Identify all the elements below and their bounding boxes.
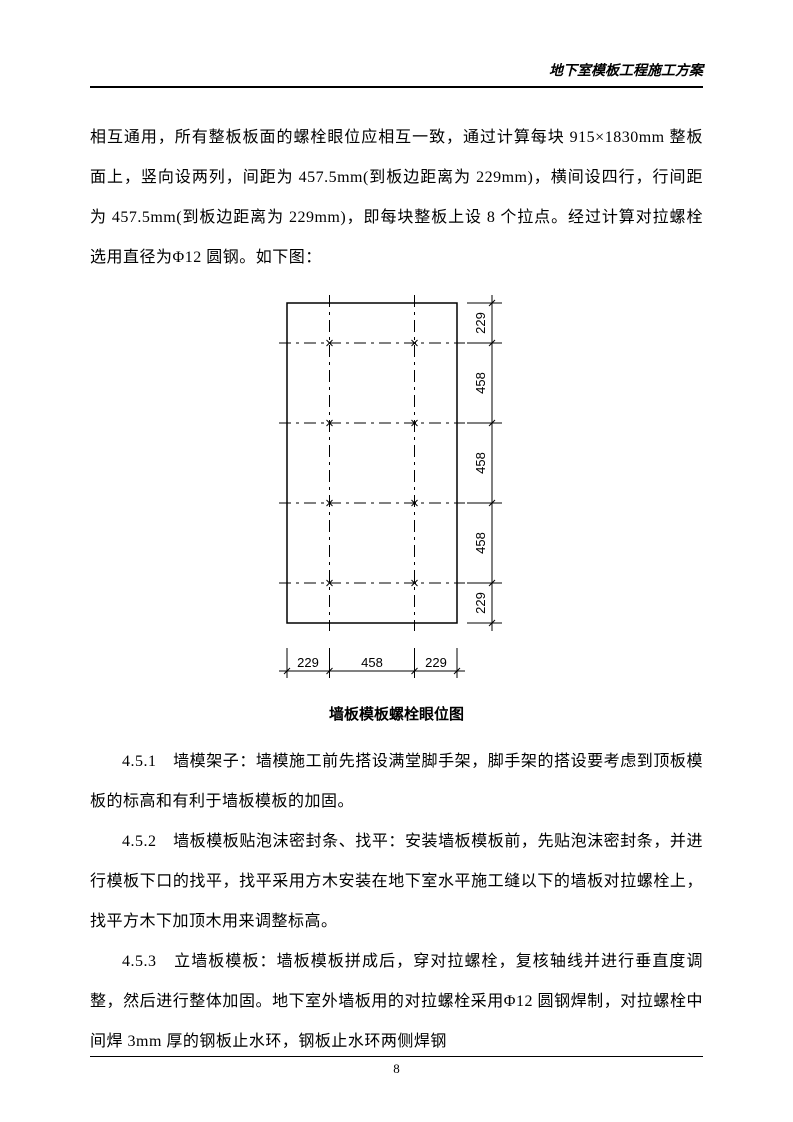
section-452-text: 墙板模板贴泡沫密封条、找平：安装墙板模板前，先贴泡沫密封条，并进行模板下口的找平… <box>90 833 703 930</box>
dim-v5: 229 <box>473 592 488 614</box>
section-num-451: 4.5.1 <box>90 742 157 782</box>
section-453: 4.5.3 立墙板模板：墙板模板拼成后，穿对拉螺栓，复核轴线并进行垂直度调整，然… <box>90 942 703 1062</box>
dim-h3: 229 <box>425 655 447 670</box>
dim-h2: 458 <box>361 655 383 670</box>
page-header: 地下室模板工程施工方案 <box>90 60 703 88</box>
dim-h1: 229 <box>297 655 319 670</box>
dim-v3: 458 <box>473 452 488 474</box>
section-num-453: 4.5.3 <box>90 942 157 982</box>
header-title: 地下室模板工程施工方案 <box>549 62 703 78</box>
paragraph-1: 相互通用，所有整板板面的螺栓眼位应相互一致，通过计算每块 915×1830mm … <box>90 118 703 278</box>
page-footer: 8 <box>90 1056 703 1077</box>
dim-v4: 458 <box>473 532 488 554</box>
section-451-text: 墙模架子：墙模施工前先搭设满堂脚手架，脚手架的搭设要考虑到顶板模板的标高和有利于… <box>90 753 703 810</box>
dim-v1: 229 <box>473 312 488 334</box>
section-num-452: 4.5.2 <box>90 822 157 862</box>
diagram-caption: 墙板模板螺栓眼位图 <box>90 703 703 724</box>
diagram-container: 229 458 458 458 229 <box>90 293 703 693</box>
section-451: 4.5.1 墙模架子：墙模施工前先搭设满堂脚手架，脚手架的搭设要考虑到顶板模板的… <box>90 742 703 822</box>
bolt-hole-diagram: 229 458 458 458 229 <box>267 293 527 688</box>
page-number: 8 <box>393 1061 400 1076</box>
dim-v2: 458 <box>473 372 488 394</box>
section-452: 4.5.2 墙板模板贴泡沫密封条、找平：安装墙板模板前，先贴泡沫密封条，并进行模… <box>90 822 703 942</box>
section-453-text: 立墙板模板：墙板模板拼成后，穿对拉螺栓，复核轴线并进行垂直度调整，然后进行整体加… <box>90 953 703 1050</box>
